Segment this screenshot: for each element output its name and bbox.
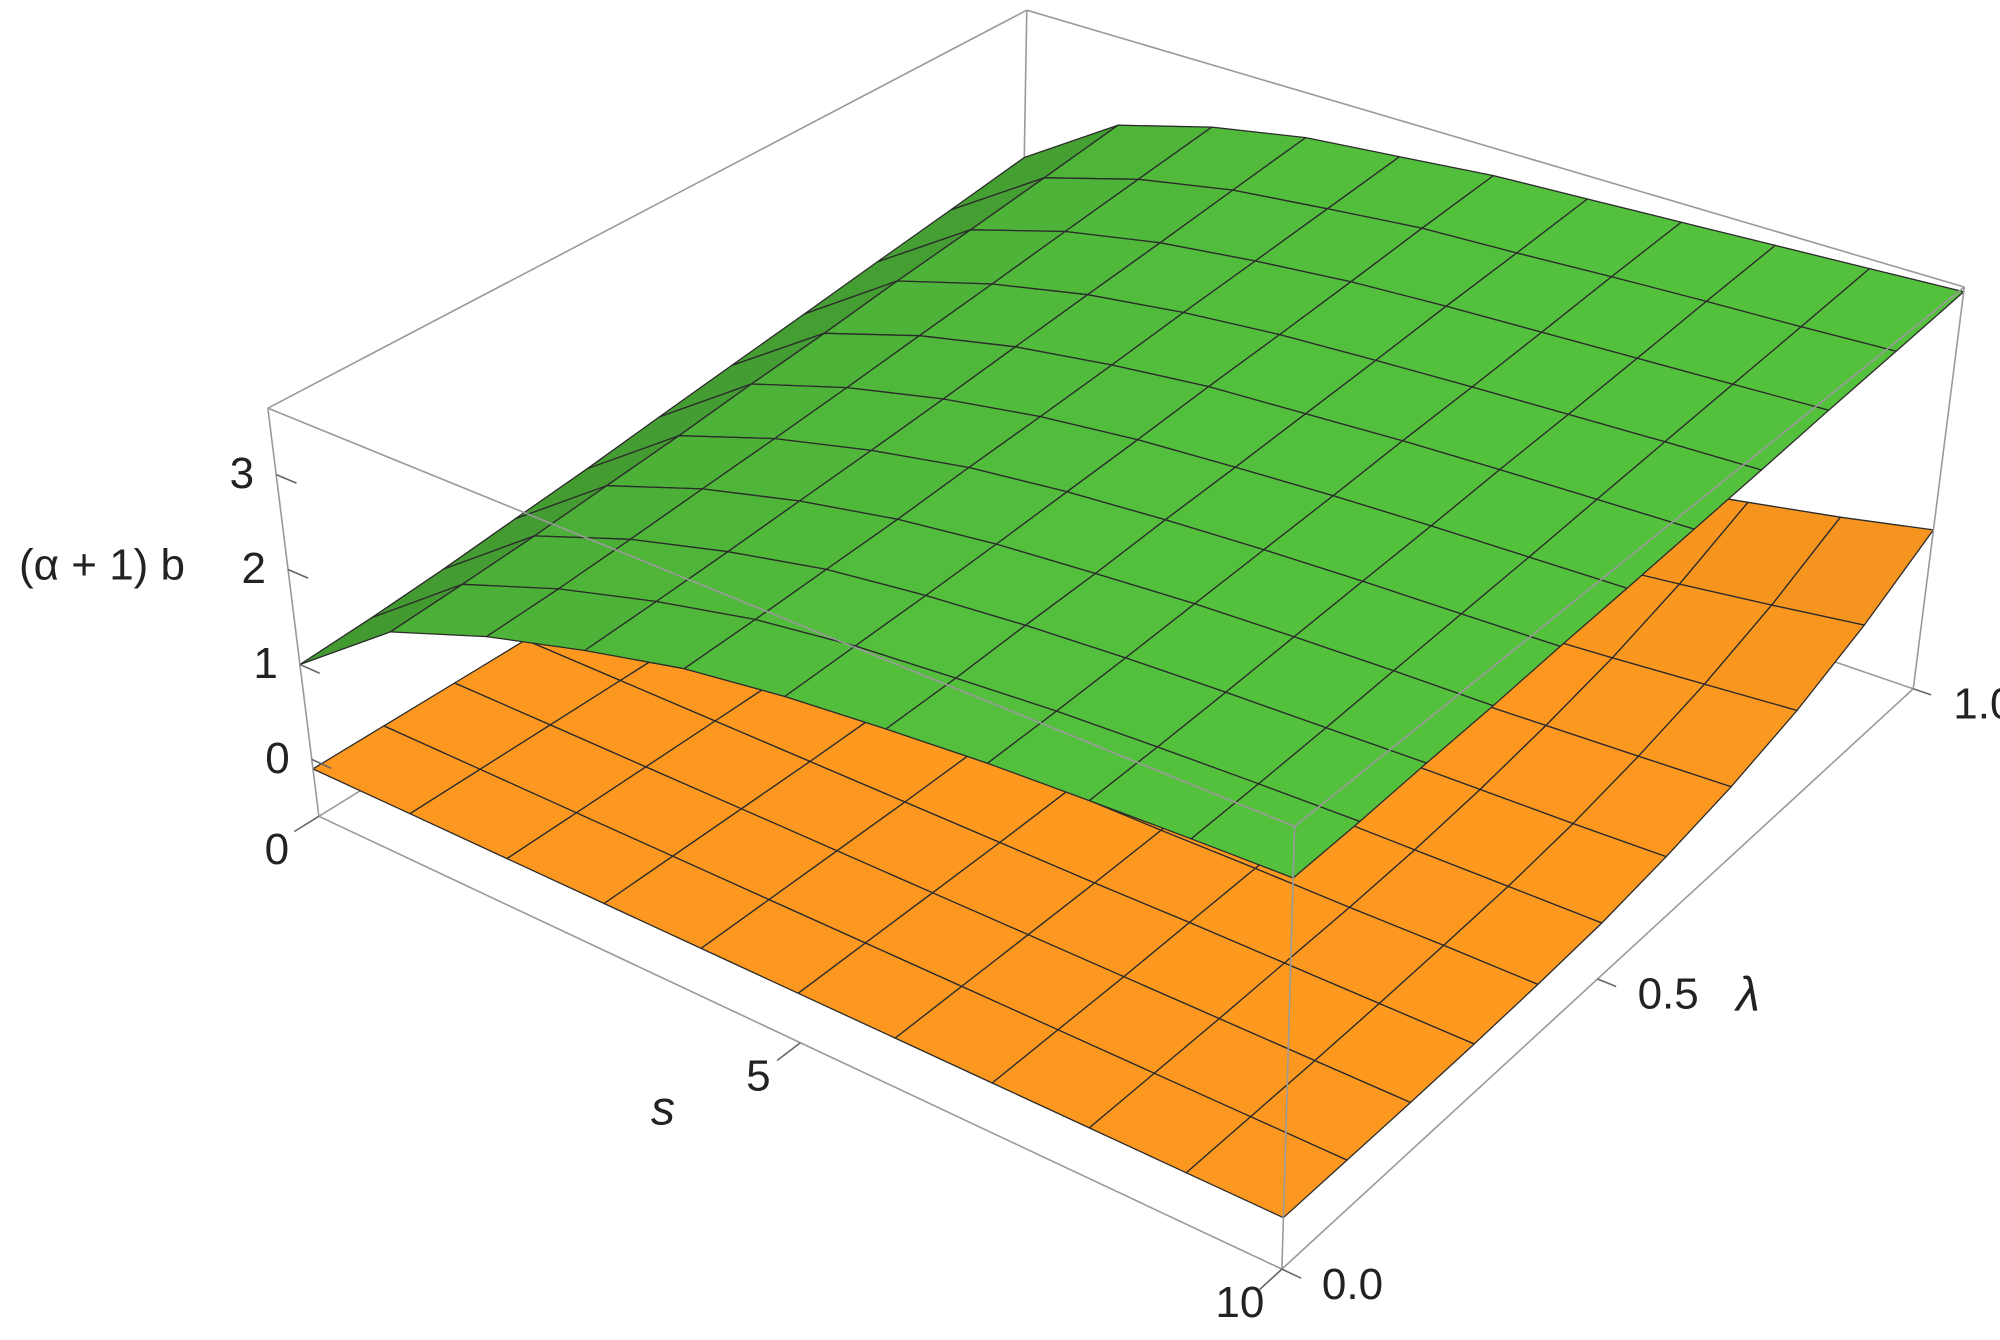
x-tick-label: 5	[746, 1051, 770, 1100]
z-tick	[299, 663, 320, 674]
x-tick-label: 0	[265, 825, 289, 874]
y-tick-label: 0.5	[1638, 970, 1699, 1019]
x-axis-label: s	[651, 1083, 675, 1136]
z-tick-label: 0	[265, 734, 289, 783]
y-tick-label: 0.0	[1322, 1260, 1383, 1309]
box-edge	[267, 9, 1028, 409]
z-axis-label: (α + 1) b	[19, 541, 185, 590]
box-edge	[1281, 826, 1296, 1270]
z-tick-label: 2	[242, 544, 266, 593]
box-edge	[267, 408, 320, 817]
x-tick-label: 10	[1215, 1278, 1264, 1327]
surfaces	[299, 124, 1965, 1219]
x-tick	[1259, 1268, 1283, 1291]
y-tick-label: 1.0	[1953, 679, 2000, 728]
z-tick	[275, 473, 297, 484]
y-axis-label: λ	[1733, 969, 1760, 1022]
box-edge	[267, 407, 1295, 828]
box-edge	[1281, 688, 1914, 1270]
x-tick	[776, 1042, 801, 1062]
box-edge	[1912, 286, 1966, 689]
x-tick	[293, 815, 320, 833]
y-tick	[1281, 1268, 1302, 1279]
z-tick	[287, 568, 309, 579]
y-tick	[1597, 978, 1617, 988]
box-edge	[1294, 286, 1965, 828]
box-edge	[1026, 9, 1965, 288]
box-front: 0 5 10 0.0 0.5 1.0 0 1 2 3	[230, 9, 2000, 1327]
surface-patch	[1185, 1116, 1348, 1219]
z-tick	[311, 758, 332, 770]
z-tick-label: 3	[230, 449, 254, 498]
z-tick-label: 1	[253, 639, 277, 688]
y-tick	[1913, 688, 1932, 696]
